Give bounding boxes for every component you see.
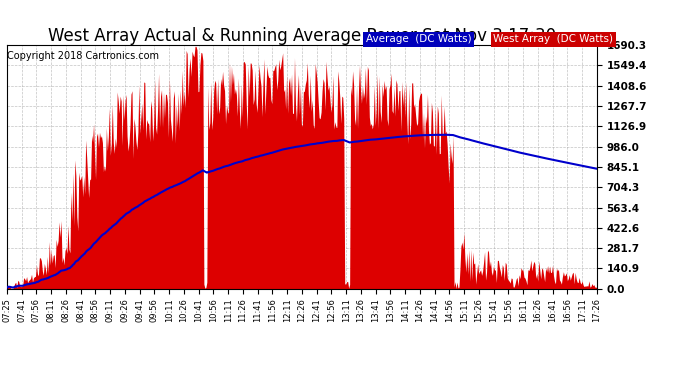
Text: West Array  (DC Watts): West Array (DC Watts) xyxy=(493,34,613,44)
Text: Copyright 2018 Cartronics.com: Copyright 2018 Cartronics.com xyxy=(7,51,159,61)
Text: Average  (DC Watts): Average (DC Watts) xyxy=(366,34,471,44)
Title: West Array Actual & Running Average Power Sat Nov 3 17:30: West Array Actual & Running Average Powe… xyxy=(48,27,556,45)
